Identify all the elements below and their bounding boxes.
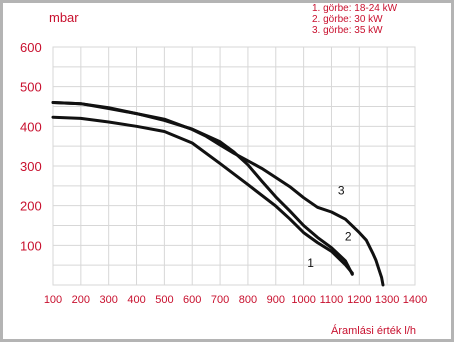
y-tick-label: 500 [20,80,42,95]
series-group [51,101,385,287]
y-unit-label: mbar [49,10,79,25]
x-tick-label: 300 [100,294,118,306]
curve-label-1: 1 [307,256,314,270]
series-line-3 [51,101,385,287]
y-tick-label: 300 [20,159,42,174]
y-tick-label: 200 [20,199,42,214]
x-tick-label: 1000 [291,294,315,306]
curve-label-2: 2 [345,230,352,244]
series-line-1 [51,115,354,275]
x-axis-title: Áramlási érték l/h [331,324,416,337]
x-tick-label: 1100 [320,294,344,306]
x-tick-label: 600 [183,294,201,306]
legend-entry-2: 2. görbe: 30 kW [312,14,383,25]
x-tick-label: 100 [44,294,62,306]
x-tick-label: 900 [267,294,285,306]
axes: 100 200 300 400 500 600 700 800 900 1000 1100 1200 1… [20,40,427,306]
labels: 1 2 3 [307,184,352,271]
curve-label-3: 3 [338,184,345,198]
grid [52,46,416,286]
y-tick-label: 100 [20,238,42,253]
x-tick-label: 1400 [403,294,427,306]
legend-entry-1: 1. görbe: 18-24 kW [312,3,398,14]
x-tick-label: 1300 [375,294,399,306]
legend: 1. görbe: 18-24 kW 2. görbe: 30 kW 3. gö… [312,3,398,36]
x-tick-label: 200 [72,294,90,306]
y-tick-label: 400 [20,119,42,134]
legend-entry-3: 3. görbe: 35 kW [312,25,383,36]
x-tick-label: 400 [127,294,145,306]
series-line-2 [51,101,354,276]
y-tick-label: 600 [20,40,42,55]
x-tick-label: 800 [239,294,257,306]
x-tick-label: 1200 [347,294,371,306]
x-tick-label: 500 [155,294,173,306]
x-tick-label: 700 [211,294,229,306]
